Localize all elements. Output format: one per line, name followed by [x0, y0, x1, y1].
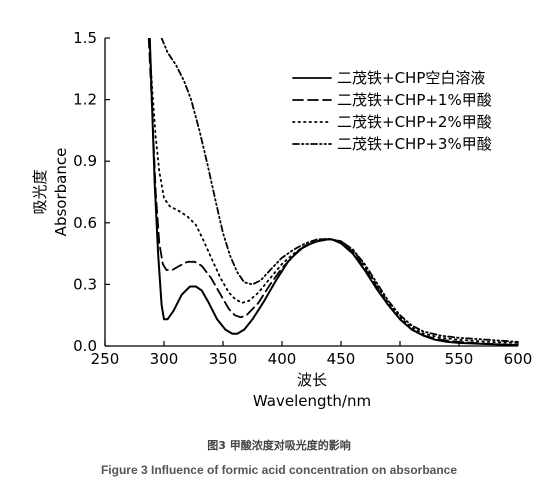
x-tick-label: 250	[91, 350, 120, 368]
x-axis-label: Wavelength/nm	[253, 392, 371, 410]
y-tick-label: 1.2	[73, 91, 97, 109]
y-tick-label: 0.3	[73, 275, 97, 293]
y-tick-label: 1.5	[73, 29, 97, 47]
legend-label-1: 二茂铁+CHP空白溶液	[337, 69, 485, 87]
series-line-4	[160, 38, 518, 343]
x-tick-label: 300	[150, 350, 179, 368]
series-line-1	[148, 38, 518, 346]
y-axis-label: Absorbance	[52, 148, 70, 237]
axis-layer: 250 300 350 400 450 500 550 600 0.0 0.3 0.6 0.9 1.2 1…	[73, 29, 532, 368]
series-line-2	[147, 38, 518, 346]
legend: 二茂铁+CHP空白溶液二茂铁+CHP+1%甲酸二茂铁+CHP+2%甲酸二茂铁+C…	[292, 69, 492, 153]
y-axis-label-cn: 吸光度	[31, 169, 49, 214]
x-tick-label: 350	[209, 350, 238, 368]
series-layer	[147, 38, 518, 346]
x-tick-label: 450	[327, 350, 356, 368]
series-line-3	[148, 47, 518, 344]
y-tick-label: 0.9	[73, 152, 97, 170]
x-tick-label: 550	[445, 350, 474, 368]
x-tick-label: 400	[268, 350, 297, 368]
legend-label-4: 二茂铁+CHP+3%甲酸	[337, 135, 492, 153]
y-tick-label: 0.0	[73, 337, 97, 355]
legend-label-2: 二茂铁+CHP+1%甲酸	[337, 91, 492, 109]
figure-caption-en: Figure 3 Influence of formic acid concen…	[100, 463, 458, 477]
legend-label-3: 二茂铁+CHP+2%甲酸	[337, 113, 492, 131]
x-tick-label: 500	[386, 350, 415, 368]
x-axis-label-cn: 波长	[297, 371, 327, 389]
figure-caption-cn: 图3 甲酸浓度对吸光度的影响	[207, 439, 351, 452]
x-tick-label: 600	[504, 350, 533, 368]
y-tick-label: 0.6	[73, 214, 97, 232]
